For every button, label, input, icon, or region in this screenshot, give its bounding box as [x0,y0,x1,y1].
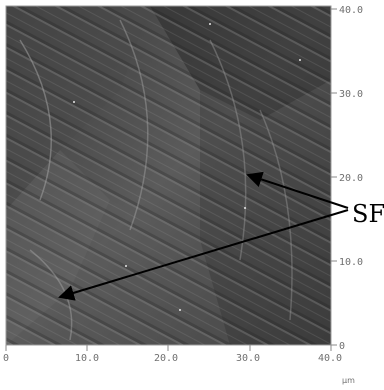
arrow-upper [246,171,349,209]
annotation-arrows [58,171,349,301]
x-tick-label: 40.0 [318,353,342,364]
x-tick-label: 10.0 [75,353,99,364]
y-tick-label: 20.0 [339,173,363,184]
y-tick-label: 30.0 [339,89,363,100]
x-tick-label: 20.0 [154,353,178,364]
x-axis: 0 10.0 20.0 30.0 40.0 µm [3,345,355,385]
x-tick-label: 0 [3,353,9,364]
y-tick-label: 10.0 [339,257,363,268]
y-tick-label: 40.0 [339,5,363,16]
y-tick-label: 0 [339,341,345,352]
x-tick-label: 30.0 [236,353,260,364]
axis-unit-label: µm [342,376,355,385]
afm-image [6,6,331,345]
y-axis: 40.0 30.0 20.0 10.0 0 [331,5,363,352]
arrow-lower [58,209,349,301]
annotation-label: SF [352,200,384,228]
